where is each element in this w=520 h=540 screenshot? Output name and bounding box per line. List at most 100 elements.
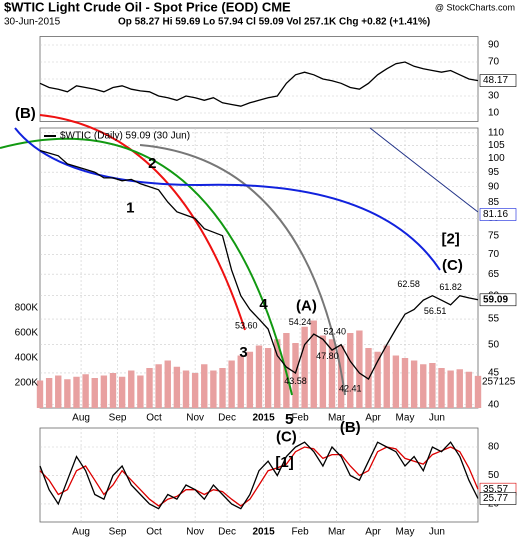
series-line	[39, 441, 479, 510]
volume-bar	[319, 335, 327, 408]
volume-bar	[264, 348, 272, 408]
volume-bar	[210, 370, 217, 408]
volume-bar	[146, 368, 153, 408]
x-tick-label: Nov	[186, 413, 204, 424]
y-tick-label: 55	[488, 314, 500, 325]
volume-bar	[292, 343, 299, 408]
volume-bar	[173, 366, 181, 408]
volume-bar	[45, 378, 53, 408]
volume-bar	[164, 360, 171, 408]
volume-bar	[128, 370, 135, 408]
series-line	[39, 61, 479, 107]
annotation: 52.40	[323, 326, 346, 336]
volume-bar	[401, 358, 409, 408]
annotation: 4	[259, 296, 268, 313]
annotation: 43.58	[284, 376, 307, 386]
volume-bar	[356, 330, 363, 408]
annotation: 3	[239, 344, 247, 361]
volume-bar	[374, 351, 381, 408]
y-tick-label: 30	[488, 91, 500, 102]
annotation: 2	[148, 155, 156, 172]
annotation: 62.58	[397, 279, 420, 289]
date: 30-Jun-2015	[4, 17, 61, 28]
annotation: (A)	[296, 298, 317, 315]
x-tick-label: Mar	[328, 527, 346, 538]
y-tick-label: 45	[488, 368, 500, 379]
chart-title: $WTIC Light Crude Oil - Spot Price (EOD)…	[4, 0, 291, 14]
volume-bar	[438, 368, 445, 408]
volume-bar	[246, 351, 254, 408]
annotation: 61.82	[439, 282, 462, 292]
arc	[369, 127, 479, 213]
x-tick-label: May	[396, 527, 415, 538]
annotation: 54.24	[289, 317, 312, 327]
y-tick-label: 40	[488, 399, 500, 410]
ma-value-box	[479, 208, 517, 221]
volume-bar	[392, 355, 400, 408]
x-tick-label: Apr	[365, 527, 381, 538]
x-tick-label: 2015	[252, 527, 275, 538]
volume-bar	[91, 378, 98, 408]
volume-bar	[410, 360, 418, 408]
panel-frame	[39, 427, 479, 523]
x-tick-label: Jun	[429, 527, 445, 538]
volume-bar	[219, 368, 226, 408]
volume-bar	[301, 326, 308, 408]
y-tick-label: 70	[488, 57, 500, 68]
volume-bar	[310, 320, 317, 408]
volume-bar	[347, 333, 354, 408]
volume-bar	[82, 374, 89, 408]
ma-value-label: 81.16	[483, 209, 508, 220]
annotation: (C)	[442, 257, 463, 274]
arc	[139, 144, 346, 396]
y-tick-label: 105	[488, 140, 505, 151]
volume-bar	[182, 370, 190, 408]
arc	[14, 127, 441, 271]
y-tick-label: 95	[488, 167, 500, 178]
x-tick-label: Jun	[429, 413, 445, 424]
annotation: 1	[126, 199, 134, 216]
last-value-label: 25.77	[483, 493, 508, 504]
y2-tick-label: 400K	[15, 353, 39, 364]
last-value-box	[479, 293, 517, 307]
arc	[39, 114, 246, 331]
x-tick-label: Oct	[146, 527, 162, 538]
last-value-box	[479, 74, 517, 87]
x-tick-label: Dec	[218, 527, 236, 538]
y-tick-label: 100	[488, 153, 505, 164]
annotation: (B)	[15, 105, 36, 122]
x-tick-label: Sep	[109, 527, 127, 538]
annotation: 5	[285, 411, 293, 428]
x-tick-label: Aug	[72, 527, 90, 538]
y-tick-label: 110	[488, 127, 504, 138]
x-tick-label: Sep	[109, 413, 127, 424]
volume-bar	[191, 373, 199, 408]
y2-tick-label: 200K	[15, 378, 39, 389]
volume-bar	[73, 376, 80, 408]
volume-bar	[328, 339, 336, 408]
annotation: [1]	[275, 454, 293, 471]
last-value-label: 48.17	[483, 75, 508, 86]
volume-bar	[447, 370, 454, 408]
volume-bar	[55, 375, 62, 408]
volume-bar	[465, 371, 473, 408]
y-tick-label: 80	[488, 442, 500, 453]
arc	[0, 137, 293, 396]
y-tick-label: 90	[488, 40, 500, 51]
y-tick-label: 50	[488, 339, 500, 350]
volume-bar	[137, 375, 144, 408]
volume-bar	[155, 364, 162, 408]
x-tick-label: Dec	[218, 413, 236, 424]
y-tick-label: 50	[488, 470, 500, 481]
y2-tick-label: 600K	[15, 328, 39, 339]
x-tick-label: Mar	[328, 413, 346, 424]
volume-bar	[36, 380, 44, 408]
y2-tick-label: 800K	[15, 303, 39, 314]
x-tick-label: Apr	[365, 413, 381, 424]
y-tick-label: 10	[488, 108, 500, 119]
volume-bar	[64, 379, 71, 408]
volume-bar	[420, 364, 427, 408]
x-tick-label: Oct	[146, 413, 162, 424]
volume-bar	[383, 345, 390, 408]
